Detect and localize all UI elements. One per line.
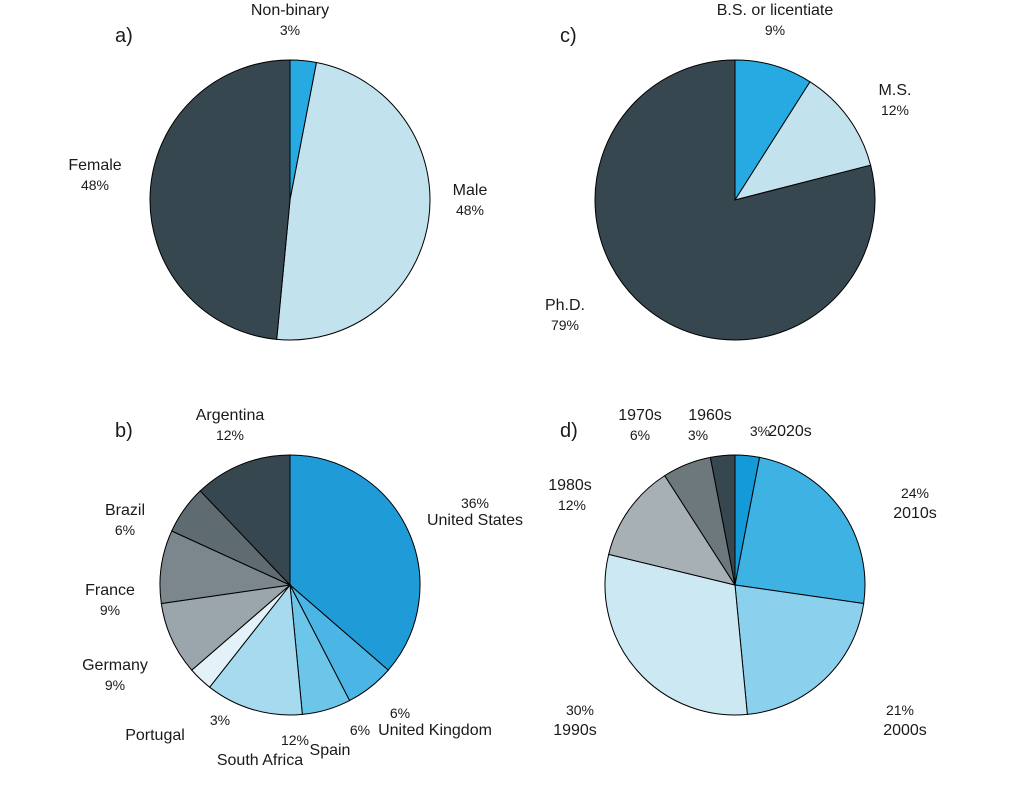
slice-percent: 3% [210, 712, 230, 728]
slice-label: 2000s [883, 722, 927, 739]
slice-percent: 12% [881, 102, 909, 118]
pie-d-slice [735, 585, 864, 714]
slice-label: Brazil [105, 502, 145, 519]
slice-percent: 24% [901, 485, 929, 501]
panel-label-d: d) [560, 420, 578, 443]
slice-percent: 12% [216, 427, 244, 443]
slice-label: B.S. or licentiate [717, 2, 834, 19]
slice-label: 2010s [893, 505, 937, 522]
slice-percent: 79% [551, 317, 579, 333]
slice-percent: 3% [750, 423, 770, 439]
pie-b [160, 455, 420, 715]
slice-label: M.S. [879, 82, 912, 99]
slice-label: 1970s [618, 407, 662, 424]
slice-label: United Kingdom [378, 722, 492, 739]
slice-label: Ph.D. [545, 297, 585, 314]
slice-percent: 9% [100, 602, 120, 618]
slice-percent: 9% [105, 677, 125, 693]
slice-label: Female [68, 157, 121, 174]
figure-svg: Non-binary 3% Male 48% Female 48% B.S. or lice… [0, 0, 1024, 780]
slice-percent: 12% [281, 732, 309, 748]
slice-label: France [85, 582, 135, 599]
slice-label: Argentina [196, 407, 265, 424]
pie-c [595, 60, 875, 340]
slice-label: 1990s [553, 722, 597, 739]
panel-label-b: b) [115, 420, 133, 443]
panel-label-a: a) [115, 25, 133, 48]
slice-percent: 12% [558, 497, 586, 513]
panel-label-c: c) [560, 25, 577, 48]
slice-label: Non-binary [251, 2, 329, 19]
slice-percent: 3% [280, 22, 300, 38]
slice-label: 1980s [548, 477, 592, 494]
slice-percent: 6% [350, 722, 370, 738]
slice-label: Germany [82, 657, 148, 674]
figure-stage: Non-binary 3% Male 48% Female 48% B.S. or lice… [0, 0, 1024, 780]
slice-label: South Africa [217, 752, 303, 769]
slice-percent: 48% [81, 177, 109, 193]
pie-d [605, 455, 865, 715]
slice-label: Portugal [125, 727, 185, 744]
slice-percent: 9% [765, 22, 785, 38]
slice-percent: 48% [456, 202, 484, 218]
slice-label: 1960s [688, 407, 732, 424]
slice-label: Male [453, 182, 488, 199]
slice-label: United States [427, 512, 523, 529]
slice-percent: 36% [461, 495, 489, 511]
slice-label: 2020s [768, 423, 812, 440]
slice-percent: 6% [630, 427, 650, 443]
slice-percent: 6% [115, 522, 135, 538]
slice-label: Spain [310, 742, 351, 759]
slice-percent: 30% [566, 702, 594, 718]
pie-a [150, 60, 430, 340]
slice-percent: 3% [688, 427, 708, 443]
slice-percent: 6% [390, 705, 410, 721]
pie-a-slice [150, 60, 290, 339]
slice-percent: 21% [886, 702, 914, 718]
